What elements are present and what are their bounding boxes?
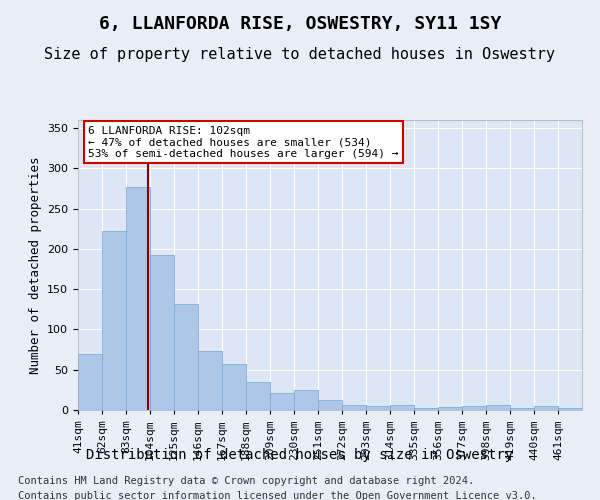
Bar xyxy=(534,406,558,410)
Bar xyxy=(558,408,582,410)
Bar xyxy=(414,408,438,410)
Text: Contains public sector information licensed under the Open Government Licence v3: Contains public sector information licen… xyxy=(18,491,537,500)
Bar xyxy=(246,382,270,410)
Bar xyxy=(486,405,510,410)
Bar xyxy=(318,400,342,410)
Bar xyxy=(222,364,246,410)
Bar xyxy=(78,354,102,410)
Bar xyxy=(510,408,534,410)
Bar xyxy=(150,256,174,410)
Bar xyxy=(438,407,462,410)
Text: 6, LLANFORDA RISE, OSWESTRY, SY11 1SY: 6, LLANFORDA RISE, OSWESTRY, SY11 1SY xyxy=(99,15,501,33)
Bar xyxy=(126,187,150,410)
Text: Size of property relative to detached houses in Oswestry: Size of property relative to detached ho… xyxy=(44,48,556,62)
Y-axis label: Number of detached properties: Number of detached properties xyxy=(29,156,41,374)
Text: Distribution of detached houses by size in Oswestry: Distribution of detached houses by size … xyxy=(86,448,514,462)
Bar xyxy=(174,304,198,410)
Bar xyxy=(342,405,366,410)
Bar xyxy=(270,393,294,410)
Text: 6 LLANFORDA RISE: 102sqm
← 47% of detached houses are smaller (534)
53% of semi-: 6 LLANFORDA RISE: 102sqm ← 47% of detach… xyxy=(88,126,398,159)
Bar xyxy=(198,351,222,410)
Bar xyxy=(462,406,486,410)
Bar xyxy=(390,405,414,410)
Bar xyxy=(366,406,390,410)
Bar xyxy=(294,390,318,410)
Bar xyxy=(102,231,126,410)
Text: Contains HM Land Registry data © Crown copyright and database right 2024.: Contains HM Land Registry data © Crown c… xyxy=(18,476,474,486)
